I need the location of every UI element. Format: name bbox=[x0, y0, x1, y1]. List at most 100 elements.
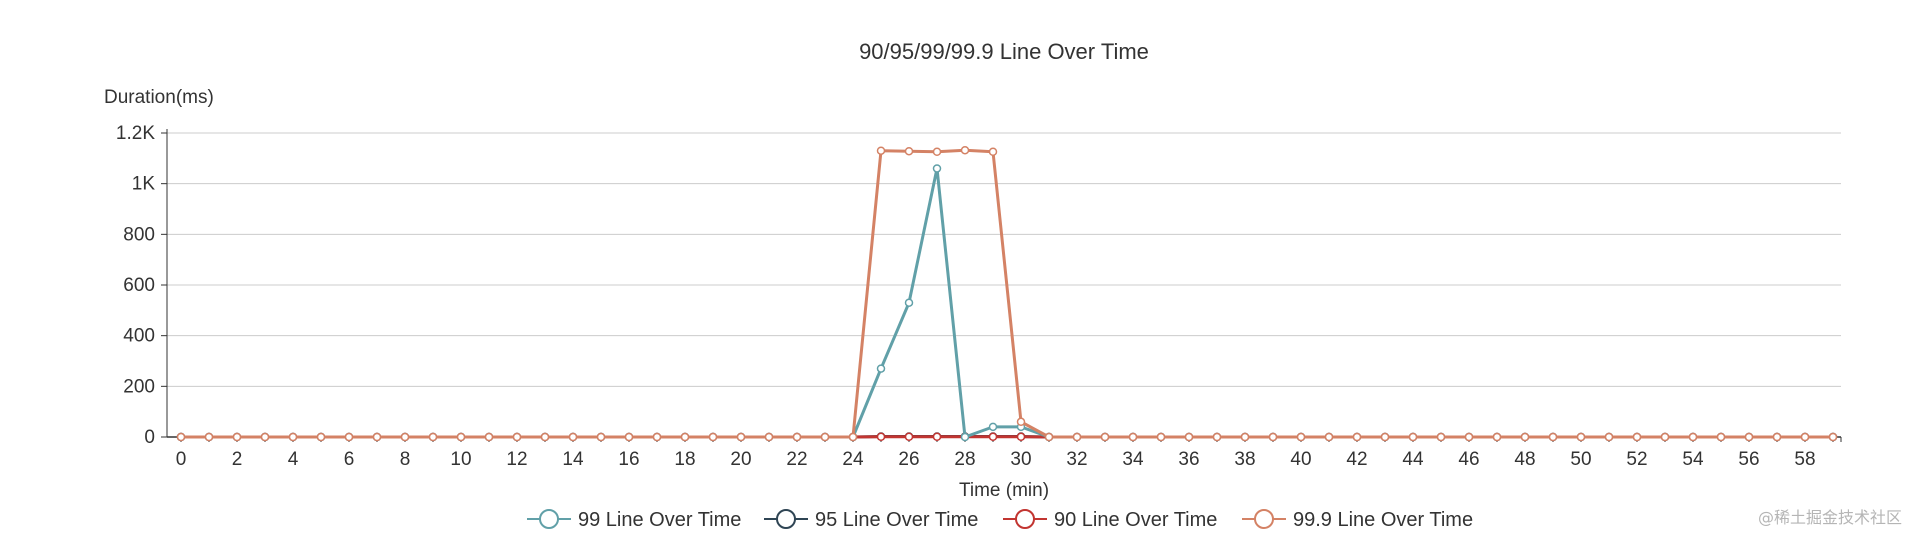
data-point bbox=[736, 432, 746, 442]
y-tick-label: 600 bbox=[123, 275, 155, 296]
data-point bbox=[1688, 432, 1698, 442]
data-point bbox=[1828, 432, 1838, 442]
legend-item[interactable]: 95 Line Over Time bbox=[764, 509, 978, 531]
legend-item[interactable]: 99 Line Over Time bbox=[527, 509, 741, 531]
data-point bbox=[204, 432, 214, 442]
legend-label: 95 Line Over Time bbox=[815, 509, 978, 531]
y-tick-label: 400 bbox=[123, 326, 155, 347]
series-99-line-over-time bbox=[176, 164, 1838, 442]
legend-marker bbox=[1015, 509, 1035, 529]
data-point bbox=[960, 145, 970, 155]
x-tick-label: 46 bbox=[1458, 449, 1479, 470]
data-point bbox=[1520, 432, 1530, 442]
data-point bbox=[1660, 432, 1670, 442]
x-tick-label: 36 bbox=[1178, 449, 1199, 470]
data-point bbox=[1772, 432, 1782, 442]
x-tick-label: 58 bbox=[1794, 449, 1815, 470]
data-point bbox=[820, 432, 830, 442]
x-tick-label: 44 bbox=[1402, 449, 1424, 470]
data-point bbox=[484, 432, 494, 442]
data-point bbox=[876, 364, 886, 373]
data-point bbox=[540, 432, 550, 442]
data-point bbox=[568, 432, 578, 442]
data-point bbox=[876, 432, 886, 441]
data-point bbox=[1380, 432, 1390, 442]
data-point bbox=[1744, 432, 1754, 442]
x-tick-label: 38 bbox=[1234, 449, 1255, 470]
x-tick-label: 4 bbox=[288, 449, 299, 470]
legend-label: 90 Line Over Time bbox=[1054, 509, 1217, 531]
legend-label: 99 Line Over Time bbox=[578, 509, 741, 531]
series-99-9-line-over-time bbox=[176, 145, 1838, 442]
x-tick-label: 50 bbox=[1570, 449, 1591, 470]
x-tick-label: 42 bbox=[1346, 449, 1367, 470]
watermark: @稀土掘金技术社区 bbox=[1757, 508, 1902, 527]
data-point bbox=[708, 432, 718, 442]
data-point bbox=[1156, 432, 1166, 442]
x-axis-label: Time (min) bbox=[959, 480, 1049, 501]
x-tick-label: 34 bbox=[1122, 449, 1144, 470]
x-tick-label: 24 bbox=[842, 449, 864, 470]
grid-lines bbox=[167, 132, 1841, 387]
legend-marker bbox=[1254, 509, 1274, 529]
chart-title: 90/95/99/99.9 Line Over Time bbox=[859, 39, 1149, 64]
data-point bbox=[988, 422, 998, 432]
data-point bbox=[344, 432, 354, 442]
data-point bbox=[904, 146, 914, 156]
data-point bbox=[960, 432, 970, 442]
data-point bbox=[1072, 432, 1082, 442]
data-point bbox=[288, 432, 298, 442]
y-tick-label: 1.2K bbox=[116, 123, 155, 144]
legend-marker bbox=[776, 509, 796, 529]
legend-label: 99.9 Line Over Time bbox=[1293, 509, 1473, 531]
series-line bbox=[181, 166, 1833, 439]
data-point bbox=[1212, 432, 1222, 442]
data-point bbox=[1100, 432, 1110, 442]
data-point bbox=[1044, 432, 1054, 442]
legend[interactable]: 99 Line Over Time 95 Line Over Time 90 Lin… bbox=[527, 509, 1473, 531]
x-tick-label: 0 bbox=[176, 449, 187, 470]
legend-item[interactable]: 90 Line Over Time bbox=[1003, 509, 1217, 531]
x-tick-label: 12 bbox=[506, 449, 527, 470]
data-point bbox=[624, 432, 634, 442]
series-line bbox=[181, 148, 1833, 439]
data-point bbox=[792, 432, 802, 442]
data-point bbox=[932, 164, 942, 173]
y-tick-label: 0 bbox=[144, 427, 155, 448]
data-point bbox=[680, 432, 690, 442]
x-tick-label: 30 bbox=[1010, 449, 1031, 470]
data-point bbox=[400, 432, 410, 442]
data-point bbox=[1492, 432, 1502, 442]
data-point bbox=[1128, 432, 1138, 442]
data-point bbox=[848, 432, 858, 442]
data-point bbox=[1016, 417, 1026, 427]
x-tick-label: 22 bbox=[786, 449, 807, 470]
data-point bbox=[176, 432, 186, 442]
data-point bbox=[876, 146, 886, 155]
data-point bbox=[1352, 432, 1362, 442]
x-tick-label: 2 bbox=[232, 449, 243, 470]
data-point bbox=[1632, 432, 1642, 442]
y-axis: 0 200 400 600 800 1K 1.2K bbox=[116, 123, 168, 448]
data-point bbox=[904, 298, 914, 307]
data-point bbox=[904, 432, 914, 441]
data-point bbox=[1184, 432, 1194, 442]
data-point bbox=[1408, 432, 1418, 442]
legend-item[interactable]: 99.9 Line Over Time bbox=[1242, 509, 1473, 531]
x-tick-label: 6 bbox=[344, 449, 355, 470]
data-point bbox=[988, 432, 998, 441]
data-point bbox=[1324, 432, 1334, 442]
data-point bbox=[1296, 432, 1306, 442]
data-point bbox=[232, 432, 242, 442]
data-point bbox=[1800, 432, 1810, 442]
data-point bbox=[1268, 432, 1278, 442]
data-point bbox=[932, 432, 942, 441]
data-point bbox=[764, 432, 774, 442]
x-tick-label: 18 bbox=[674, 449, 695, 470]
data-point bbox=[1548, 432, 1558, 442]
y-tick-label: 1K bbox=[132, 174, 156, 195]
data-point bbox=[1436, 432, 1446, 442]
data-point bbox=[596, 432, 606, 442]
y-axis-label: Duration(ms) bbox=[104, 87, 214, 108]
